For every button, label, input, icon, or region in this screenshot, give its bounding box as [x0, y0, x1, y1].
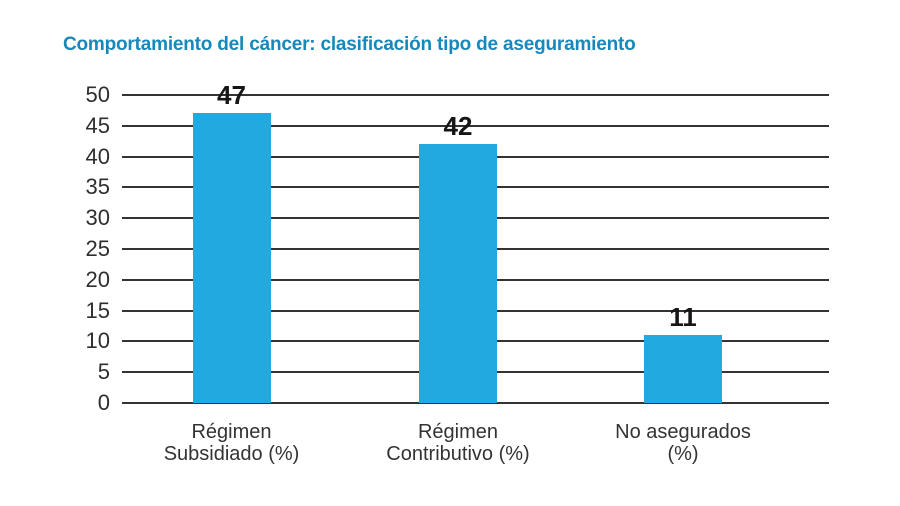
bar-category-label-line: Subsidiado (%): [163, 443, 300, 465]
bar-value-label: 11: [669, 302, 697, 333]
bar: [644, 335, 722, 403]
bar-category-label: No asegurados (%): [563, 421, 803, 465]
bar: [419, 144, 497, 403]
bar-category-label-line: Régimen: [417, 421, 499, 443]
y-tick-label: 25: [85, 236, 110, 261]
y-tick-label: 50: [85, 82, 110, 107]
gridline: [122, 402, 829, 404]
chart-title: Comportamiento del cáncer: clasificación…: [63, 34, 636, 55]
bar-category-label-line: No asegurados: [615, 421, 751, 443]
gridline: [122, 125, 829, 127]
bar: [192, 113, 271, 403]
bar-value-label: 47: [217, 80, 246, 111]
y-tick-label: 35: [85, 174, 110, 199]
y-tick-label: 40: [85, 144, 110, 169]
y-tick-label: 20: [85, 267, 110, 292]
bar-category-label-line: Contributivo (%): [386, 443, 530, 465]
bar-category-label: Régimen Contributivo (%): [338, 421, 578, 465]
bar-category-label-line: Régimen: [191, 421, 272, 443]
bar-value-label: 42: [443, 111, 473, 142]
bar-category-label: Régimen Subsidiado (%): [112, 421, 352, 465]
gridline: [122, 94, 829, 96]
y-tick-label: 45: [85, 113, 110, 138]
y-tick-label: 0: [97, 390, 110, 415]
y-tick-label: 10: [85, 328, 110, 353]
y-tick-label: 30: [85, 205, 110, 230]
y-tick-label: 15: [85, 298, 110, 323]
bar-category-label-line: (%): [667, 443, 699, 465]
y-tick-label: 5: [97, 359, 110, 384]
